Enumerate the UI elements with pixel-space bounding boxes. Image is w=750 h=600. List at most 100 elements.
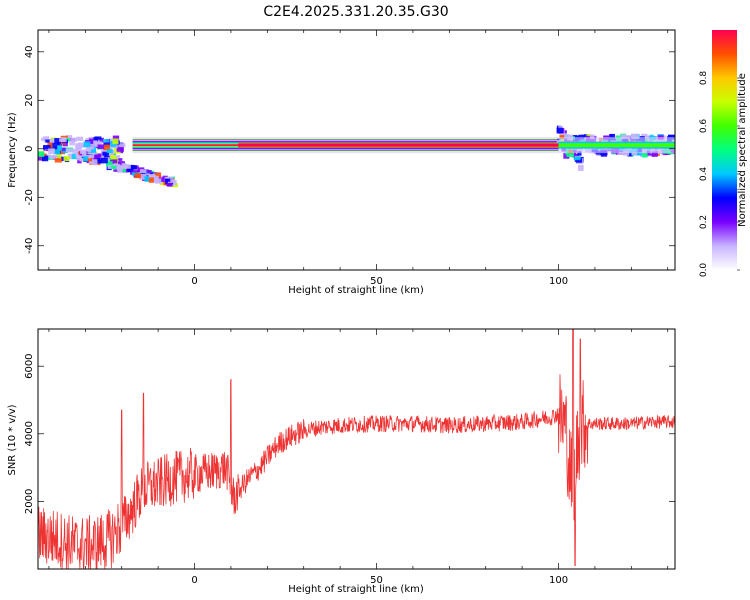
- colorbar-gradient: [712, 30, 737, 270]
- main-band-peak: [238, 143, 559, 147]
- spectrogram-cell: [69, 141, 76, 146]
- spectrogram-cell: [572, 153, 579, 158]
- spectrogram-cell: [102, 151, 109, 156]
- colorbar-tick-label: 0.8: [699, 71, 709, 86]
- spectrogram-cell: [616, 151, 624, 156]
- spectrogram-cell: [82, 156, 88, 162]
- spectrogram-cell: [139, 173, 147, 180]
- spectrogram-cell: [134, 173, 141, 179]
- spectrogram-cell: [566, 151, 574, 157]
- spectrogram-cell: [72, 148, 81, 155]
- spectrogram-x-label: Height of straight line (km): [288, 285, 424, 296]
- spectrogram-cell: [85, 147, 92, 152]
- spectrogram-panel: 0 50 100 -40 -20 0 20 40 Height of straight lin…: [7, 29, 676, 296]
- snr-y-tick-label: 4000: [24, 421, 35, 446]
- spectrogram-cell: [167, 182, 173, 187]
- spectrogram-cell: [88, 146, 95, 151]
- spectrogram-cell: [577, 151, 582, 156]
- colorbar-tick-label: 0.4: [699, 167, 709, 182]
- spectrogram-y-tick-label: 20: [24, 94, 35, 107]
- snr-x-tick-label: 100: [549, 575, 568, 586]
- spectrogram-cell: [620, 134, 627, 139]
- spectrogram-cell: [71, 137, 77, 142]
- spectrogram-cell: [140, 169, 145, 174]
- spectrogram-cell: [106, 149, 113, 153]
- spectrogram-cell: [40, 137, 48, 141]
- spectrogram-x-tick-label: 0: [191, 276, 197, 287]
- spectrogram-cell: [116, 147, 124, 152]
- spectrogram-cell: [50, 142, 59, 149]
- snr-panel: 0 50 100 2000 4000 6000 Height of straight li…: [7, 328, 676, 595]
- spectrogram-cell: [103, 144, 111, 151]
- spectrogram-cell: [108, 138, 116, 143]
- spectrogram-cell: [111, 159, 118, 164]
- snr-y-tick-label: 2000: [24, 489, 35, 514]
- spectrogram-cell: [105, 161, 113, 167]
- colorbar: 0.0 0.2 0.4 0.6 0.8 Normalized spectral ampl…: [699, 30, 748, 277]
- spectrogram-cell: [144, 176, 150, 182]
- spectrogram-cell: [75, 144, 82, 151]
- spectrogram-cell: [93, 140, 98, 145]
- spectrogram-cell: [559, 135, 565, 139]
- spectrogram-cell: [55, 154, 62, 159]
- spectrogram-x-tick-label: 100: [549, 276, 568, 287]
- spectrogram-cell: [112, 138, 119, 145]
- spectrogram-cell: [57, 145, 63, 151]
- spectrogram-cell: [88, 149, 97, 155]
- spectrogram-cell: [99, 137, 104, 143]
- spectrogram-cell: [148, 174, 156, 178]
- spectrogram-cell: [118, 143, 126, 148]
- right-band-core: [558, 143, 675, 148]
- spectrogram-cell: [117, 167, 123, 173]
- spectrogram-cell: [70, 153, 78, 160]
- spectrogram-cell: [641, 133, 648, 138]
- spectrogram-cell: [600, 150, 608, 157]
- spectrogram-cell: [102, 139, 110, 143]
- colorbar-tick-label: 0.6: [699, 119, 709, 134]
- spectrogram-cell: [86, 158, 93, 162]
- spectrogram-cell: [84, 154, 92, 161]
- spectrogram-cell: [65, 135, 73, 141]
- snr-x-label: Height of straight line (km): [288, 584, 424, 595]
- spectrogram-cell: [93, 159, 102, 164]
- spectrogram-cell: [143, 169, 150, 174]
- spectrogram-x-tick-label: 50: [370, 276, 383, 287]
- spectrogram-cell: [83, 141, 91, 148]
- spectrogram-cell: [167, 176, 174, 181]
- spectrogram-cell: [47, 138, 55, 143]
- snr-marks: [38, 329, 675, 569]
- spectrogram-cell: [118, 161, 125, 166]
- spectrogram-axes: 0 50 100 -40 -20 0 20 40: [24, 30, 675, 287]
- spectrogram-y-tick-label: 40: [24, 45, 35, 58]
- snr-x-tick-label: 50: [370, 575, 383, 586]
- spectrogram-marks: [38, 125, 675, 188]
- spectrogram-cell: [53, 149, 61, 155]
- spectrogram-cell: [113, 164, 121, 170]
- spectrogram-cell: [631, 151, 638, 156]
- spectrogram-cell: [651, 151, 658, 157]
- spectrogram-cell: [80, 149, 87, 153]
- spectrogram-cell: [97, 144, 105, 149]
- spectrogram-cell: [48, 148, 55, 155]
- spectrogram-cell: [112, 135, 120, 141]
- spectrogram-cell: [114, 155, 121, 159]
- spectrogram-cell: [38, 155, 45, 161]
- spectrogram-cell: [100, 157, 108, 164]
- spectrogram-cell: [164, 178, 171, 182]
- spectrogram-cell: [627, 152, 633, 157]
- spectrogram-cell: [38, 151, 45, 157]
- spectrogram-y-tick-label: -40: [24, 238, 35, 254]
- colorbar-tick-label: 0.2: [699, 215, 709, 229]
- spectrogram-cell: [563, 152, 570, 159]
- spectrogram-cell: [148, 177, 155, 183]
- spectrogram-cell: [122, 164, 129, 169]
- snr-axes: 0 50 100 2000 4000 6000: [24, 329, 675, 586]
- spectrogram-cell: [158, 177, 166, 182]
- spectrogram-y-tick-label: -20: [24, 189, 35, 205]
- snr-series-line: [38, 329, 675, 569]
- spectrogram-cell: [146, 169, 152, 174]
- spectrogram-cell: [54, 138, 61, 144]
- spectrogram-cell: [109, 154, 117, 160]
- snr-y-tick-label: 6000: [24, 353, 35, 378]
